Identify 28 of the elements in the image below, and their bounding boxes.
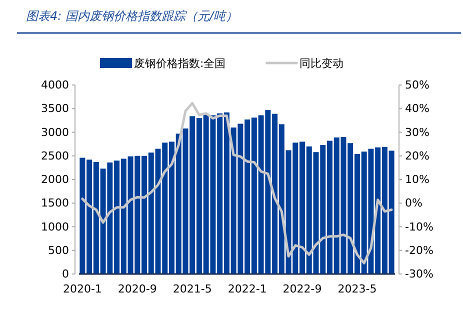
x-tick-label: 2021-5 [172, 282, 212, 296]
y-tick-label: 2500 [41, 149, 69, 162]
y-tick-label: 2000 [41, 173, 69, 186]
y-tick-label: 1500 [41, 196, 69, 210]
y-tick-label: 3500 [41, 102, 69, 116]
x-tick-label: 2020-1 [62, 282, 102, 296]
y-tick-label: 0 [62, 268, 69, 281]
y2-tick-label: 20% [405, 149, 430, 162]
x-tick-label: 2022-1 [228, 282, 267, 296]
x-tick-label: 2023-5 [338, 282, 377, 296]
y2-tick-label: 10% [405, 173, 430, 186]
y-tick-label: 1000 [41, 220, 69, 234]
y2-tick-label: 0% [405, 196, 422, 210]
line-series [81, 102, 393, 264]
y-tick-label: 500 [48, 244, 69, 257]
y2-tick-label: 40% [405, 102, 430, 116]
y-tick-label: 4000 [41, 78, 69, 92]
y2-tick-label: -10% [405, 220, 434, 234]
legend-label: 同比变动 [300, 57, 344, 70]
x-tick-label: 2022-9 [282, 282, 322, 296]
chart-title: 图表4: 国内废钢价格指数跟踪（元/吨） [26, 9, 238, 23]
y2-tick-label: 50% [405, 78, 430, 92]
y2-tick-label: -20% [405, 244, 434, 257]
legend-label: 废钢价格指数:全国 [134, 57, 226, 70]
y-tick-label: 3000 [41, 126, 69, 139]
x-tick-label: 2020-9 [118, 282, 157, 296]
y2-tick-label: 30% [405, 126, 430, 139]
y2-tick-label: -30% [405, 268, 434, 281]
